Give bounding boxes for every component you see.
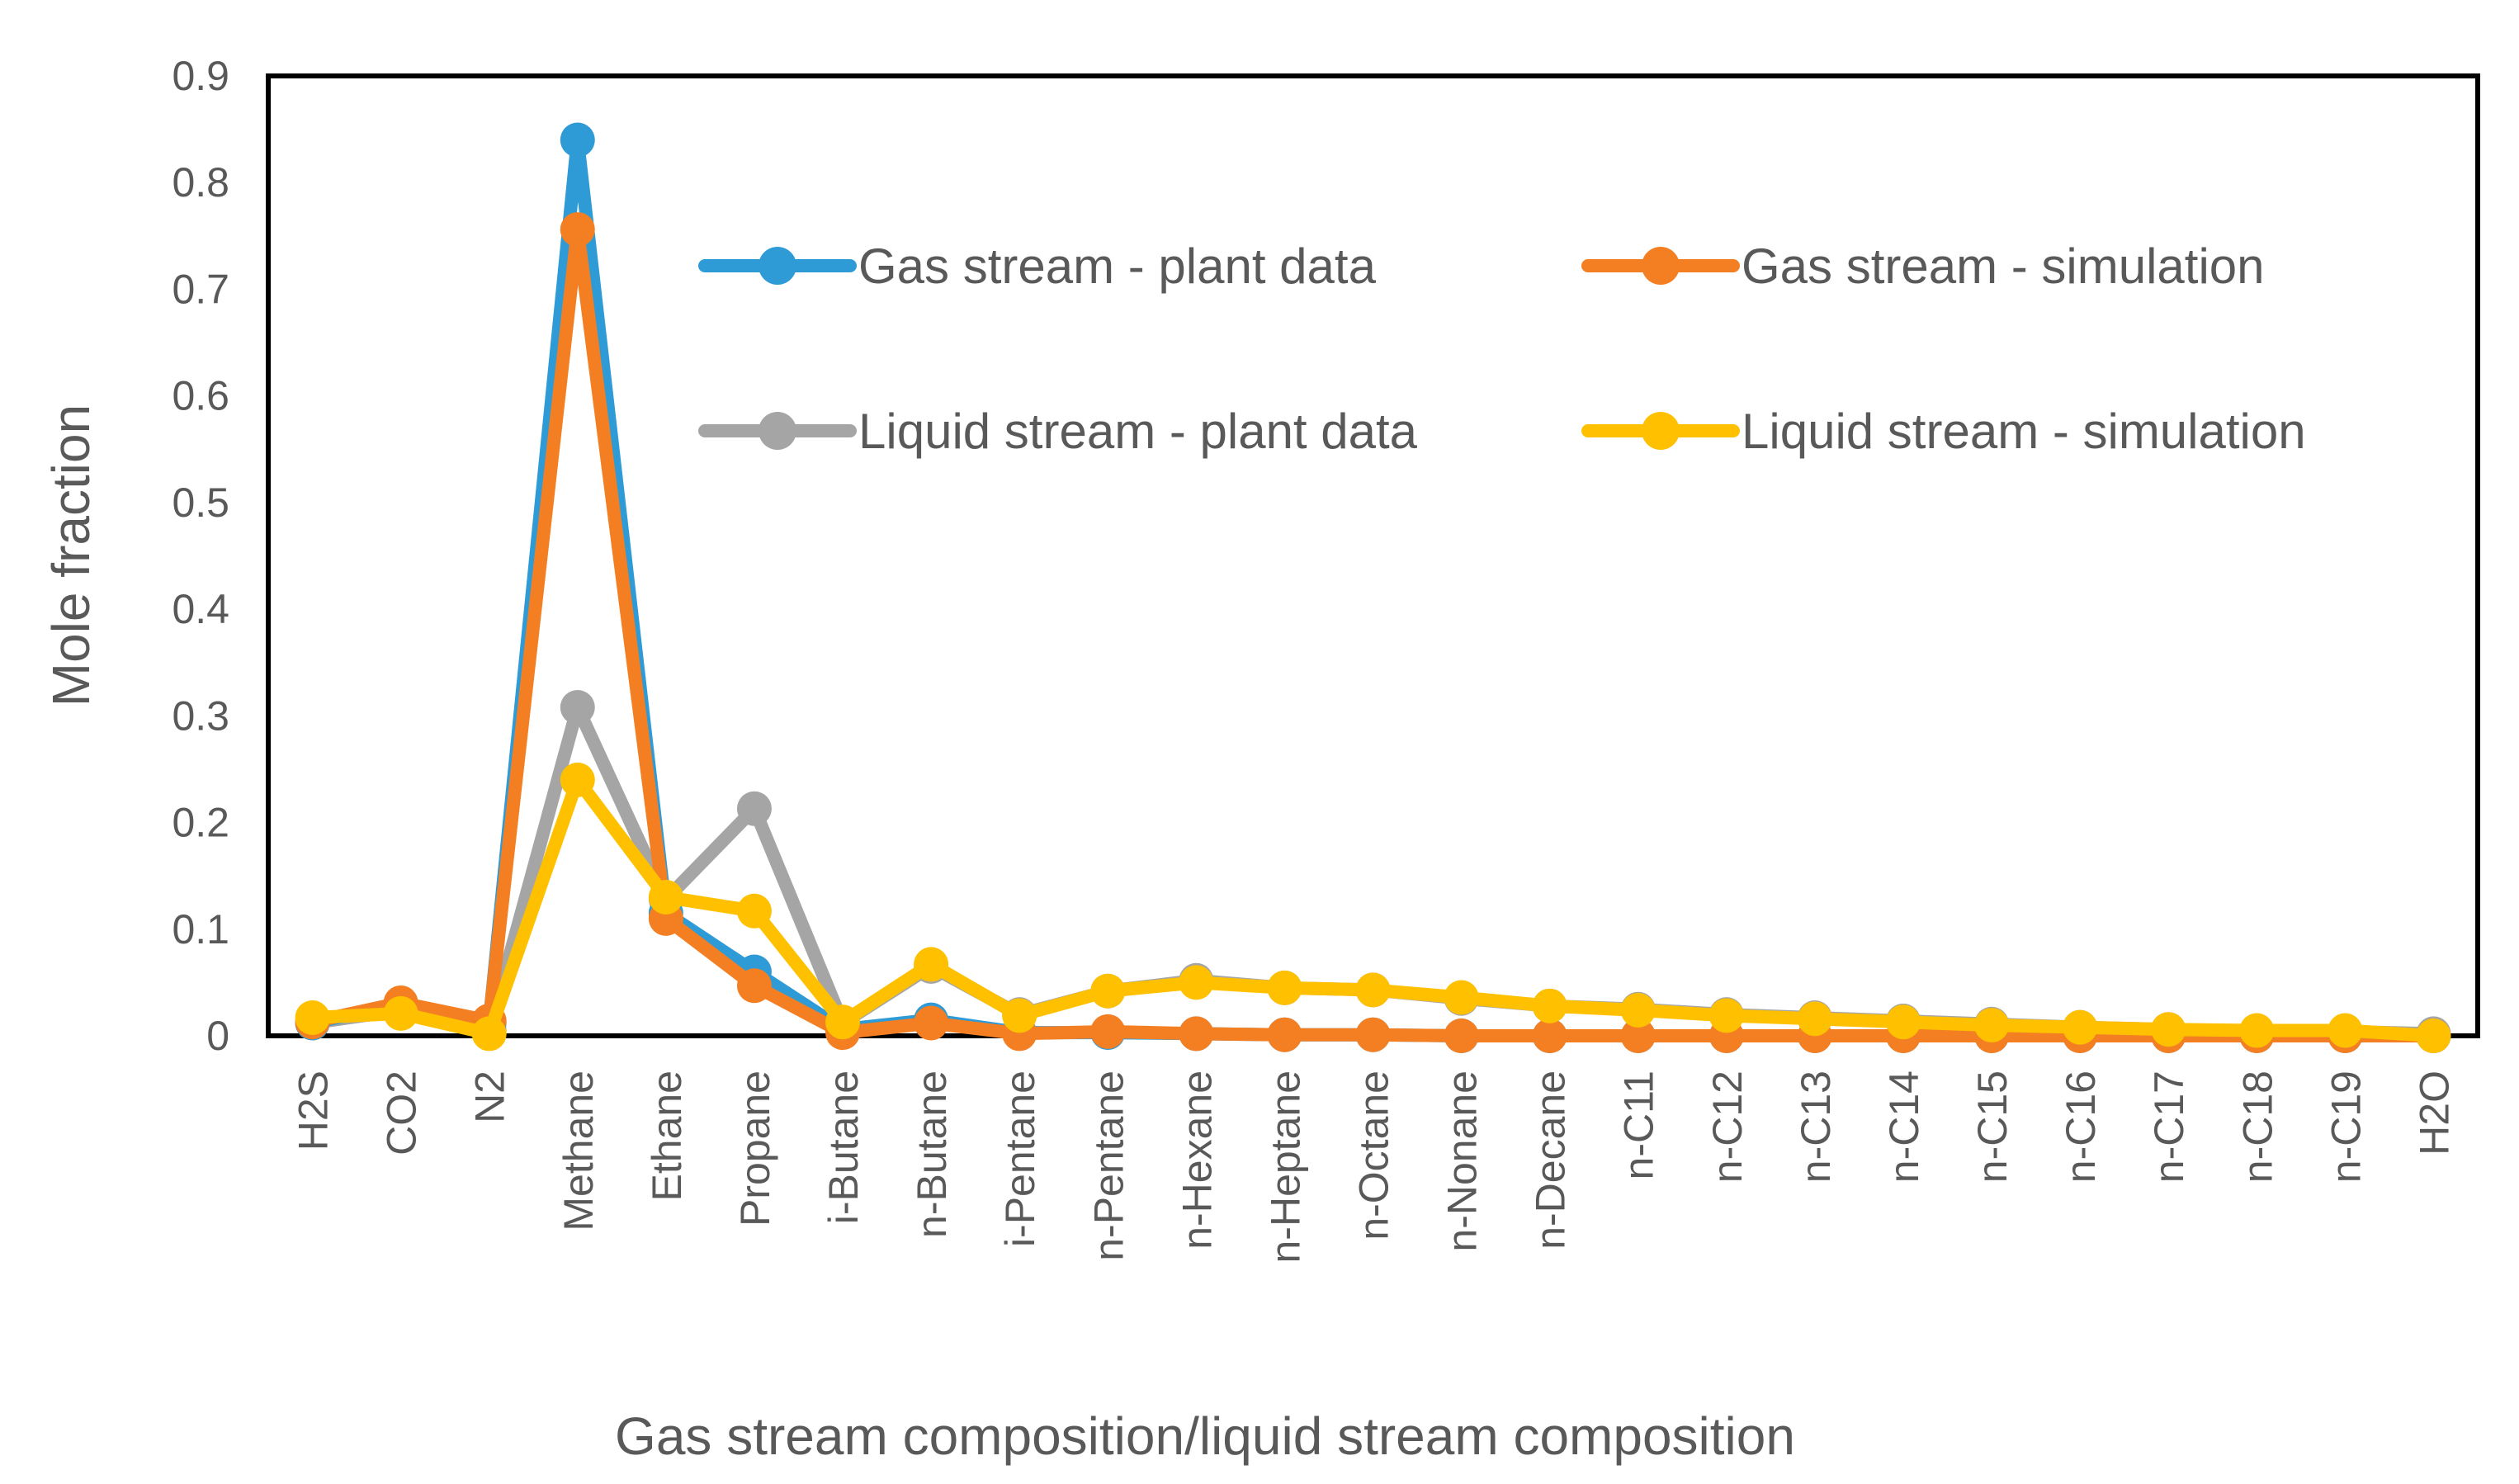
y-tick-label: 0.6: [172, 373, 229, 419]
y-tick-label: 0.7: [172, 266, 229, 312]
data-point: [1532, 988, 1567, 1023]
x-tick-label: n-C13: [1793, 1070, 1839, 1183]
data-point: [1620, 1018, 1656, 1053]
legend-item: Gas stream - simulation: [1581, 239, 2265, 294]
x-tick-label: n-Pentane: [1085, 1070, 1132, 1261]
data-point: [383, 995, 418, 1031]
series-layer: [295, 122, 2451, 1053]
plot-area: [266, 73, 2480, 1038]
y-tick-label: 0.3: [172, 692, 229, 739]
data-point: [1267, 970, 1302, 1005]
data-point: [1179, 1016, 1214, 1052]
data-point: [1355, 1017, 1391, 1052]
x-tick-label: n-Hexane: [1174, 1070, 1220, 1250]
data-point: [1620, 992, 1656, 1028]
y-tick-label: 0.1: [172, 906, 229, 952]
data-point: [1179, 965, 1214, 1000]
data-point: [2063, 1009, 2098, 1045]
data-point: [1885, 1004, 1921, 1040]
x-tick-label: n-Nonane: [1439, 1070, 1486, 1252]
x-tick-label: CO2: [379, 1070, 425, 1156]
data-point: [736, 791, 772, 826]
y-tick-label: 0.4: [172, 586, 229, 632]
data-point: [1002, 998, 1037, 1033]
legend-swatch-marker: [1642, 412, 1680, 450]
data-point: [2328, 1013, 2363, 1048]
data-point: [1708, 998, 1744, 1033]
y-tick-label: 0: [206, 1013, 229, 1059]
legend-label: Gas stream - simulation: [1742, 239, 2265, 294]
data-point: [560, 212, 595, 248]
x-tick-label: i-Pentane: [997, 1070, 1043, 1247]
y-tick-label: 0.2: [172, 800, 229, 846]
legend-label: Liquid stream - simulation: [1742, 404, 2306, 459]
y-tick-label: 0.9: [172, 53, 229, 99]
data-point: [1090, 973, 1126, 1009]
data-point: [825, 1004, 861, 1040]
legend-label: Liquid stream - plant data: [858, 404, 1418, 459]
data-point: [648, 880, 683, 915]
data-point: [560, 689, 595, 725]
x-tick-label: n-Butane: [909, 1070, 955, 1238]
data-point: [1267, 1017, 1302, 1052]
x-tick-label: n-Heptane: [1262, 1070, 1308, 1264]
x-tick-label: n-C15: [1969, 1070, 2016, 1183]
legend-item: Liquid stream - simulation: [1581, 404, 2306, 459]
y-axis-title: Mole fraction: [41, 404, 101, 707]
data-point: [471, 1016, 507, 1052]
x-tick-label: i-Butane: [820, 1070, 867, 1224]
data-point: [736, 968, 772, 1004]
x-tick-label: H2S: [291, 1070, 337, 1151]
x-axis-ticks: H2S CO2 N2 Methane Ethane Propane i-Butane n-Bu…: [291, 1070, 2458, 1264]
series-3: [295, 762, 2451, 1053]
legend: Gas stream - plant data Gas stream - simu…: [698, 239, 2306, 459]
data-point: [560, 122, 595, 158]
data-point: [914, 947, 949, 982]
x-tick-label: n-Octane: [1351, 1070, 1397, 1241]
legend-swatch-marker: [1642, 247, 1680, 285]
x-tick-label: Propane: [732, 1070, 778, 1226]
x-tick-label: n-C19: [2323, 1070, 2369, 1183]
legend-swatch-marker: [759, 412, 796, 450]
legend-item: Gas stream - plant data: [698, 239, 1377, 294]
data-point: [914, 1005, 949, 1041]
x-axis-title: Gas stream composition/liquid stream com…: [615, 1406, 1795, 1466]
x-tick-label: n-Decane: [1528, 1070, 1574, 1250]
data-point: [1090, 1014, 1126, 1049]
data-point: [1797, 1001, 1832, 1037]
data-point: [736, 893, 772, 929]
y-tick-label: 0.5: [172, 480, 229, 526]
x-tick-label: H2O: [2411, 1070, 2457, 1156]
data-point: [1444, 1018, 1479, 1053]
data-point: [560, 762, 595, 797]
x-tick-label: n-C12: [1704, 1070, 1751, 1183]
data-point: [1532, 1018, 1567, 1053]
x-tick-label: N2: [467, 1070, 513, 1123]
x-tick-label: n-C11: [1616, 1070, 1662, 1179]
legend-swatch-marker: [759, 247, 796, 285]
legend-label: Gas stream - plant data: [858, 239, 1377, 294]
data-point: [2151, 1012, 2186, 1047]
data-point: [295, 1000, 330, 1036]
legend-item: Liquid stream - plant data: [698, 404, 1418, 459]
y-tick-label: 0.8: [172, 159, 229, 206]
x-tick-label: Methane: [555, 1070, 602, 1231]
data-point: [2239, 1013, 2275, 1048]
x-tick-label: Ethane: [644, 1070, 690, 1201]
data-point: [1355, 972, 1391, 1008]
x-tick-label: n-C18: [2234, 1070, 2280, 1183]
data-point: [1444, 980, 1479, 1015]
x-tick-label: n-C17: [2146, 1070, 2192, 1183]
x-tick-label: n-C14: [1881, 1070, 1927, 1183]
data-point: [2416, 1018, 2451, 1053]
data-point: [1974, 1008, 2010, 1043]
y-axis-ticks: 0 0.1 0.2 0.3 0.4 0.5 0.6 0.7 0.8 0.9: [172, 53, 229, 1059]
x-tick-label: n-C16: [2058, 1070, 2104, 1183]
